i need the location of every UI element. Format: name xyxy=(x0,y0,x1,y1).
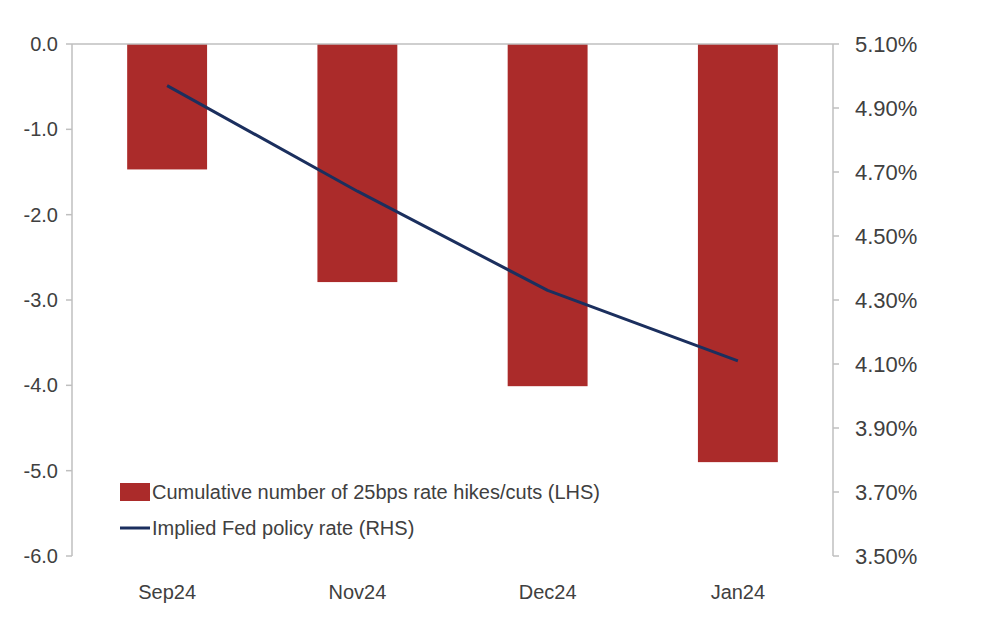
y-tick xyxy=(66,214,72,216)
y-tick xyxy=(66,470,72,472)
y-tick-label: -6.0 xyxy=(24,545,58,567)
y2-tick xyxy=(833,299,839,301)
x-tick-label: Dec24 xyxy=(519,581,577,603)
y2-tick xyxy=(833,555,839,557)
y2-tick-label: 4.90% xyxy=(855,96,917,121)
legend-swatch xyxy=(120,527,150,530)
x-tick-label: Nov24 xyxy=(328,581,386,603)
legend-swatch xyxy=(120,483,150,501)
x-tick-label: Jan24 xyxy=(711,581,766,603)
y2-tick xyxy=(833,171,839,173)
y2-tick-label: 4.50% xyxy=(855,224,917,249)
y-tick-label: -2.0 xyxy=(24,204,58,226)
y2-tick-label: 3.70% xyxy=(855,480,917,505)
bar xyxy=(698,44,778,462)
y-tick xyxy=(66,129,72,131)
line xyxy=(167,86,738,361)
y2-tick xyxy=(833,491,839,493)
legend-label: Implied Fed policy rate (RHS) xyxy=(152,517,414,539)
y-tick-label: -5.0 xyxy=(24,460,58,482)
bar xyxy=(127,44,207,169)
chart-svg: -6.0 -5.0 -4.0 -3.0 -2.0 -1.0 0.0 3.50% 3.70% 3.9… xyxy=(0,0,984,642)
y2-tick-label: 4.30% xyxy=(855,288,917,313)
legend: Cumulative number of 25bps rate hikes/cu… xyxy=(120,481,600,539)
y2-tick-label: 4.10% xyxy=(855,352,917,377)
y-tick xyxy=(66,299,72,301)
y2-tick xyxy=(833,107,839,109)
chart-container: -6.0 -5.0 -4.0 -3.0 -2.0 -1.0 0.0 3.50% 3.70% 3.9… xyxy=(0,0,984,642)
y-tick-label: -4.0 xyxy=(24,374,58,396)
y-tick xyxy=(66,385,72,387)
y-tick-label: -1.0 xyxy=(24,118,58,140)
y-tick-label: 0.0 xyxy=(30,33,58,55)
legend-label: Cumulative number of 25bps rate hikes/cu… xyxy=(152,481,600,503)
y-tick-label: -3.0 xyxy=(24,289,58,311)
marks xyxy=(127,44,778,462)
x-tick-label: Sep24 xyxy=(138,581,196,603)
y2-tick xyxy=(833,363,839,365)
y2-tick-label: 5.10% xyxy=(855,32,917,57)
bar xyxy=(508,44,588,386)
y2-tick-label: 3.50% xyxy=(855,544,917,569)
y2-tick xyxy=(833,235,839,237)
y2-tick xyxy=(833,43,839,45)
y2-tick-label: 3.90% xyxy=(855,416,917,441)
category-axis-line xyxy=(72,43,833,45)
y2-tick-label: 4.70% xyxy=(855,160,917,185)
bar xyxy=(317,44,397,282)
y-tick xyxy=(66,43,72,45)
y-tick xyxy=(66,555,72,557)
y2-tick xyxy=(833,427,839,429)
